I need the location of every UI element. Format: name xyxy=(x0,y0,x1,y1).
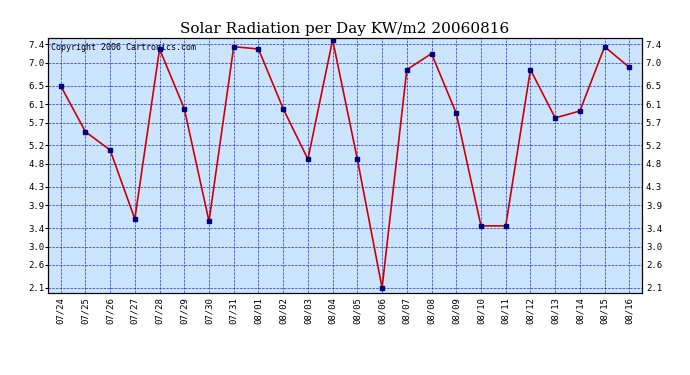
Title: Solar Radiation per Day KW/m2 20060816: Solar Radiation per Day KW/m2 20060816 xyxy=(180,22,510,36)
Text: Copyright 2006 Cartronics.com: Copyright 2006 Cartronics.com xyxy=(51,43,196,52)
